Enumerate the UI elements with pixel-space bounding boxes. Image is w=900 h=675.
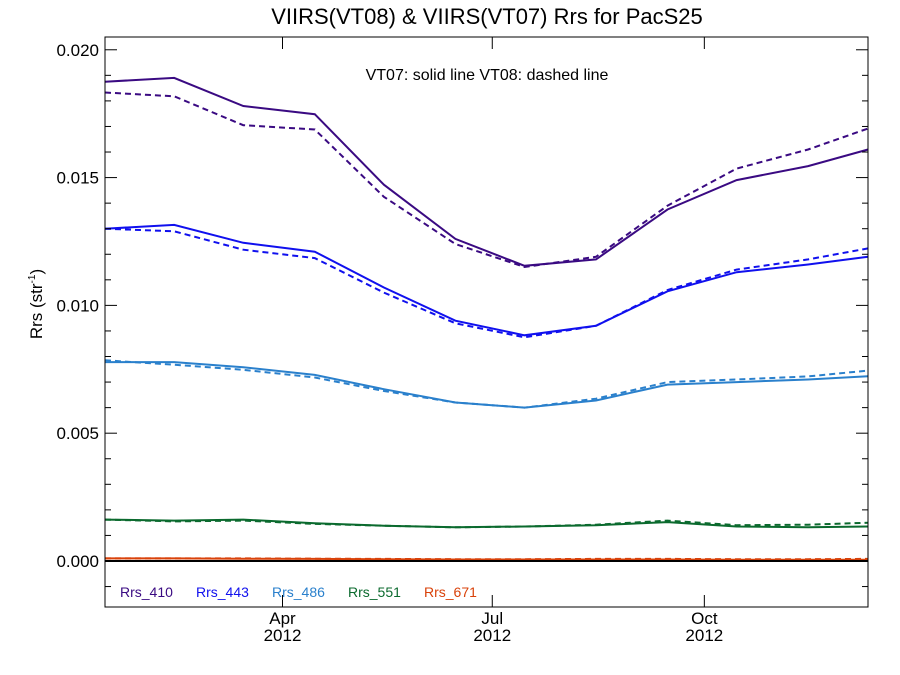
y-tick-label: 0.000 [56, 552, 99, 571]
axis-layer: 0.0000.0050.0100.0150.020Apr2012Jul2012O… [56, 37, 868, 645]
x-tick-label-month: Apr [269, 609, 296, 628]
legend-entry-Rrs_671: Rrs_671 [424, 584, 477, 600]
series-line-Rrs_443-vt07 [104, 223, 869, 337]
series-line-Rrs_486-vt08 [104, 359, 869, 409]
y-tick-label: 0.020 [56, 41, 99, 60]
series-line-Rrs_443-vt08 [104, 227, 869, 339]
chart-title: VIIRS(VT08) & VIIRS(VT07) Rrs for PacS25 [271, 4, 703, 29]
x-tick-label-year: 2012 [264, 626, 302, 645]
legend-entry-Rrs_410: Rrs_410 [120, 584, 173, 600]
y-axis-label: Rrs (str-1) [27, 269, 46, 339]
legend: Rrs_410 Rrs_443 Rrs_486 Rrs_551 Rrs_671 [120, 584, 477, 600]
series-layer [104, 76, 869, 561]
x-tick-label-year: 2012 [473, 626, 511, 645]
legend-entry-Rrs_551: Rrs_551 [348, 584, 401, 600]
series-line-Rrs_410-vt07 [104, 76, 869, 267]
x-tick-label-month: Oct [691, 609, 718, 628]
series-line-Rrs_551-vt08 [104, 518, 869, 529]
legend-entry-Rrs_486: Rrs_486 [272, 584, 325, 600]
y-tick-label: 0.015 [56, 169, 99, 188]
y-axis-label-close: ) [27, 269, 46, 275]
x-tick-label-month: Jul [481, 609, 503, 628]
legend-entry-Rrs_443: Rrs_443 [196, 584, 249, 600]
plot-frame [104, 36, 869, 608]
y-axis-label-sup: -1 [27, 274, 38, 283]
y-tick-label: 0.005 [56, 424, 99, 443]
line-style-annotation: VT07: solid line VT08: dashed line [366, 67, 609, 84]
series-line-Rrs_486-vt07 [105, 361, 869, 409]
x-tick-label-year: 2012 [685, 626, 723, 645]
y-tick-label: 0.010 [56, 296, 99, 315]
y-axis-label-main: Rrs (str [27, 283, 46, 339]
series-line-Rrs_410-vt08 [104, 91, 869, 269]
series-line-Rrs_671-vt08 [105, 557, 869, 561]
